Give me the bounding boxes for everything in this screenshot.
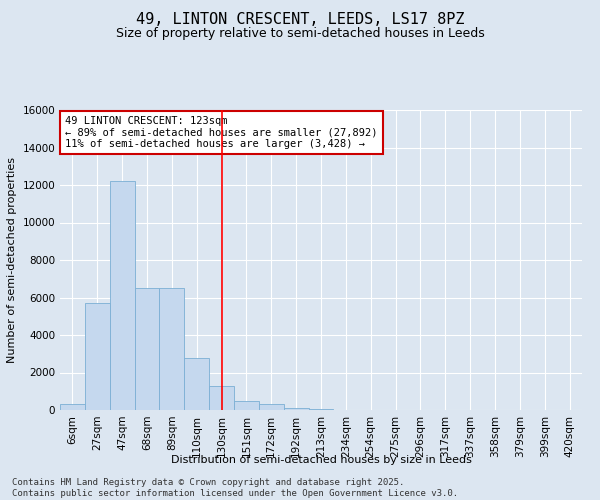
Bar (234, 400, 259, 410)
Bar (160, 288, 184, 410)
Text: Distribution of semi-detached houses by size in Leeds: Distribution of semi-detached houses by … (170, 455, 472, 465)
Text: Contains HM Land Registry data © Crown copyright and database right 2025.
Contai: Contains HM Land Registry data © Crown c… (12, 478, 458, 498)
Bar (60, 404, 85, 410)
Bar (284, 408, 308, 410)
Bar (184, 358, 209, 410)
Bar (209, 386, 234, 410)
Y-axis label: Number of semi-detached properties: Number of semi-detached properties (7, 157, 17, 363)
Bar (259, 404, 284, 410)
Text: 49 LINTON CRESCENT: 123sqm
← 89% of semi-detached houses are smaller (27,892)
11: 49 LINTON CRESCENT: 123sqm ← 89% of semi… (65, 116, 378, 149)
Bar (134, 288, 160, 410)
Text: 49, LINTON CRESCENT, LEEDS, LS17 8PZ: 49, LINTON CRESCENT, LEEDS, LS17 8PZ (136, 12, 464, 28)
Bar (308, 409, 334, 410)
Bar (85, 303, 110, 410)
Text: Size of property relative to semi-detached houses in Leeds: Size of property relative to semi-detach… (116, 28, 484, 40)
Bar (110, 181, 134, 410)
